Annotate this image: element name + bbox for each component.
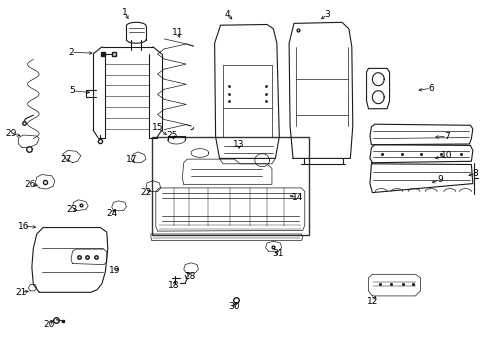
Text: 8: 8	[472, 169, 478, 178]
Text: 27: 27	[60, 154, 72, 163]
Text: 9: 9	[437, 175, 443, 184]
Text: 12: 12	[367, 297, 378, 306]
Text: 25: 25	[167, 130, 178, 139]
Text: 17: 17	[125, 154, 137, 163]
Text: 23: 23	[67, 205, 78, 214]
Text: 16: 16	[18, 222, 29, 231]
Text: 3: 3	[324, 10, 330, 19]
Text: 26: 26	[24, 180, 36, 189]
Text: 29: 29	[5, 129, 17, 138]
Text: 13: 13	[233, 140, 245, 149]
Text: 11: 11	[172, 28, 183, 37]
Text: 20: 20	[43, 320, 55, 329]
Bar	[152, 137, 309, 235]
Text: 22: 22	[141, 188, 151, 197]
Text: 31: 31	[272, 249, 284, 258]
Text: 2: 2	[68, 48, 74, 57]
Text: 18: 18	[168, 281, 180, 289]
Text: 7: 7	[444, 132, 450, 140]
Text: 24: 24	[106, 209, 117, 217]
Text: 28: 28	[184, 272, 196, 281]
Text: 30: 30	[228, 302, 240, 311]
Text: 21: 21	[15, 288, 26, 297]
Text: 6: 6	[428, 84, 434, 93]
Text: 10: 10	[441, 151, 453, 160]
Text: 15: 15	[152, 123, 164, 132]
Text: 19: 19	[109, 266, 121, 275]
Text: 5: 5	[70, 86, 75, 95]
Text: 14: 14	[292, 193, 304, 202]
Text: 4: 4	[225, 10, 231, 19]
Text: 1: 1	[122, 8, 128, 17]
